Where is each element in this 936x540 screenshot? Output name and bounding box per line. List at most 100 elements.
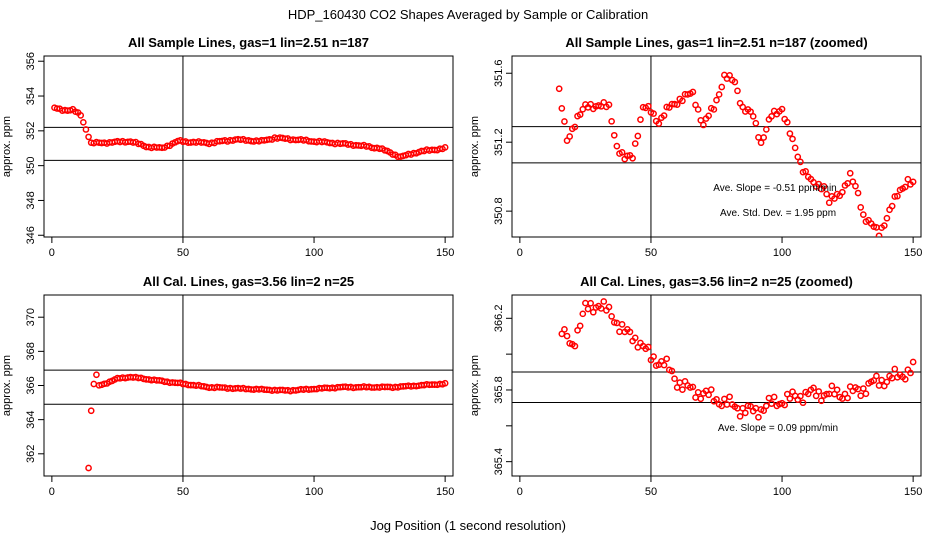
data-point (689, 383, 697, 391)
panel-title: All Cal. Lines, gas=3.56 lin=2 n=25 (143, 274, 354, 289)
panel-title: All Sample Lines, gas=1 lin=2.51 n=187 (… (565, 35, 867, 50)
x-tick-label: 150 (904, 486, 922, 498)
data-point (757, 139, 765, 147)
data-point (778, 105, 786, 113)
data-point (608, 312, 615, 320)
annotation-text: Ave. Std. Dev. = 1.95 ppm (720, 208, 836, 219)
y-axis-label: approx. ppm (469, 355, 481, 416)
figure-xlabel: Jog Position (1 second resolution) (370, 518, 566, 533)
data-point (85, 133, 92, 141)
data-point (797, 392, 804, 400)
data-point (93, 371, 100, 379)
data-point (608, 117, 615, 125)
data-point (802, 167, 809, 175)
data-point (909, 358, 917, 366)
y-tick-label: 368 (25, 342, 37, 360)
data-point (566, 133, 574, 140)
data-point (862, 390, 870, 398)
data-point (823, 190, 830, 198)
data-points (558, 298, 917, 421)
x-tick-label: 50 (645, 247, 657, 259)
data-point (768, 112, 775, 120)
data-points (51, 104, 449, 161)
data-point (587, 299, 595, 307)
data-point (815, 388, 823, 395)
data-point (781, 401, 789, 409)
chart-panel-4: All Cal. Lines, gas=3.56 lin=2 n=25 (zoo… (469, 274, 922, 498)
x-tick-label: 50 (177, 247, 189, 259)
data-point (741, 409, 749, 417)
data-point (852, 182, 859, 190)
data-point (87, 407, 95, 415)
data-point (752, 119, 760, 127)
data-point (718, 83, 726, 91)
data-point (600, 298, 608, 305)
data-point (857, 204, 865, 211)
data-point (875, 382, 883, 389)
y-tick-label: 362 (25, 445, 37, 463)
data-point (53, 105, 61, 112)
x-tick-label: 100 (305, 486, 323, 498)
x-tick-label: 50 (177, 486, 189, 498)
data-point (561, 118, 568, 125)
data-point (631, 140, 639, 147)
data-point (859, 211, 867, 218)
data-point (762, 126, 770, 133)
x-tick-label: 0 (49, 486, 55, 498)
data-point (854, 189, 862, 197)
data-point (794, 153, 802, 161)
y-tick-label: 366 (25, 376, 37, 394)
data-point (755, 134, 762, 141)
data-point (689, 88, 697, 96)
data-point (786, 130, 794, 137)
data-point (799, 399, 807, 407)
data-point (909, 178, 917, 186)
plot-frame (511, 55, 922, 238)
data-point (558, 105, 566, 112)
y-axis-label: approx. ppm (1, 355, 13, 416)
data-point (762, 402, 770, 410)
y-tick-label: 354 (25, 87, 37, 105)
panel-title: All Cal. Lines, gas=3.56 lin=2 n=25 (zoo… (580, 274, 853, 289)
data-point (613, 142, 621, 150)
data-point (880, 222, 888, 229)
y-tick-label: 366.2 (493, 305, 505, 333)
data-point (668, 367, 676, 375)
data-point (441, 144, 449, 151)
data-point (671, 375, 678, 383)
data-point (844, 394, 851, 402)
y-tick-label: 350.8 (493, 197, 505, 225)
data-point (726, 393, 733, 401)
annotation-text: Ave. Slope = -0.51 ppm/min (713, 183, 837, 194)
annotation-text: Ave. Slope = 0.09 ppm/min (718, 423, 838, 434)
y-tick-label: 365.4 (493, 448, 505, 476)
chart-panel-2: All Sample Lines, gas=1 lin=2.51 n=187 (… (469, 35, 922, 259)
y-tick-label: 351.2 (493, 128, 505, 156)
data-points (555, 71, 917, 237)
data-point (673, 384, 681, 391)
data-point (755, 413, 762, 421)
data-point (791, 144, 799, 152)
data-point (650, 110, 657, 117)
data-point (676, 379, 684, 386)
data-point (726, 71, 733, 79)
y-tick-label: 348 (25, 191, 37, 209)
data-point (815, 180, 823, 188)
data-point (634, 132, 642, 140)
chart-panel-3: All Cal. Lines, gas=3.56 lin=2 n=25 appro… (1, 274, 454, 498)
data-point (749, 112, 757, 120)
data-point (705, 112, 712, 120)
plot-frame (43, 55, 454, 238)
data-point (765, 394, 773, 402)
data-point (768, 400, 775, 407)
y-tick-label: 350 (25, 156, 37, 174)
data-point (679, 97, 686, 105)
data-point (760, 134, 768, 141)
data-point (823, 390, 830, 398)
data-point (163, 142, 171, 150)
x-tick-label: 100 (773, 486, 791, 498)
data-point (571, 123, 579, 131)
data-point (901, 375, 909, 383)
data-point (616, 328, 623, 336)
data-point (660, 361, 668, 369)
